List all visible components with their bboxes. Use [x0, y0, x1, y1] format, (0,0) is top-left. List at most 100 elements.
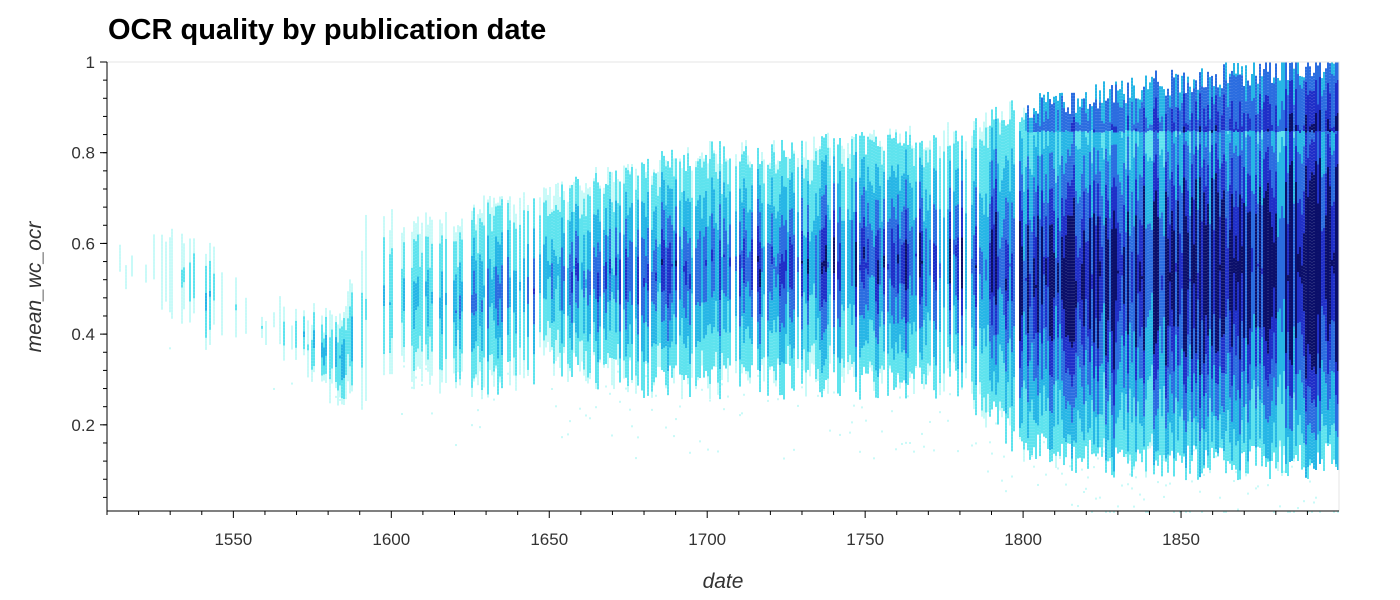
heatmap-cell — [477, 268, 479, 271]
heatmap-cell — [495, 267, 497, 270]
heatmap-cell — [389, 242, 391, 245]
heatmap-cell — [473, 307, 475, 310]
heatmap-cell — [413, 305, 415, 308]
heatmap-cell — [489, 355, 491, 358]
heatmap-cell — [383, 372, 385, 375]
heatmap-cell — [349, 330, 351, 333]
heatmap-cell — [403, 320, 405, 323]
heatmap-cell — [391, 209, 393, 212]
heatmap-cell — [455, 307, 457, 310]
heatmap-cell — [419, 291, 421, 294]
heatmap-cell — [461, 240, 463, 243]
heatmap-cell — [189, 290, 191, 293]
heatmap-cell — [439, 244, 441, 247]
heatmap-cell — [345, 396, 347, 399]
heatmap-cell — [181, 237, 183, 240]
heatmap-cell — [497, 239, 499, 242]
heatmap-cell — [415, 316, 417, 319]
heatmap-cell — [487, 257, 489, 260]
heatmap-cell — [499, 236, 501, 239]
heatmap-cell — [425, 353, 427, 356]
heatmap-cell — [501, 328, 503, 331]
heatmap-cell — [171, 280, 173, 283]
heatmap-cell — [457, 351, 459, 354]
heatmap-cell — [429, 289, 431, 292]
heatmap-cell — [323, 351, 325, 354]
heatmap-cell — [171, 304, 173, 307]
heatmap-cell — [487, 293, 489, 296]
heatmap-cell — [497, 344, 499, 347]
heatmap-cell — [403, 299, 405, 302]
heatmap-cell — [481, 315, 483, 318]
heatmap-cell — [321, 322, 323, 325]
heatmap-cell — [477, 316, 479, 319]
heatmap-cell — [411, 265, 413, 268]
heatmap-cell — [329, 367, 331, 370]
heatmap-cell — [391, 362, 393, 365]
heatmap-cell — [119, 245, 121, 248]
heatmap-cell — [453, 286, 455, 289]
heatmap-cell — [493, 348, 495, 351]
heatmap-cell — [481, 273, 483, 276]
heatmap-cell — [477, 328, 479, 331]
heatmap-cell — [439, 358, 441, 361]
heatmap-cell — [343, 348, 345, 351]
heatmap-cell — [415, 331, 417, 334]
heatmap-cell — [445, 230, 447, 233]
heatmap-cell — [365, 317, 367, 320]
heatmap-cell — [489, 217, 491, 220]
heatmap-cell — [389, 266, 391, 269]
heatmap-cell — [493, 318, 495, 321]
heatmap-cell — [477, 286, 479, 289]
heatmap-cell — [361, 296, 363, 299]
heatmap-cell — [479, 311, 481, 314]
heatmap-cell — [153, 261, 155, 264]
heatmap-cell — [235, 292, 237, 295]
heatmap-cell — [413, 356, 415, 359]
heatmap-cell — [361, 329, 363, 332]
heatmap-cell — [345, 318, 347, 321]
heatmap-cell — [169, 306, 171, 309]
heatmap-cell — [455, 244, 457, 247]
heatmap-cell — [343, 351, 345, 354]
heatmap-cell — [471, 286, 473, 289]
heatmap-cell — [495, 330, 497, 333]
heatmap-cell — [487, 233, 489, 236]
heatmap-cell — [431, 268, 433, 271]
heatmap-cell — [483, 264, 485, 267]
heatmap-cell — [477, 319, 479, 322]
heatmap-cell — [489, 283, 491, 286]
heatmap-cell — [439, 277, 441, 280]
heatmap-cell — [383, 333, 385, 336]
heatmap-cell — [499, 335, 501, 338]
heatmap-cell — [477, 334, 479, 337]
heatmap-cell — [325, 365, 327, 368]
heatmap-cell — [497, 218, 499, 221]
heatmap-cell — [415, 244, 417, 247]
heatmap-cell — [403, 356, 405, 359]
heatmap-cell — [193, 286, 195, 289]
heatmap-cell — [209, 342, 211, 345]
heatmap-cell — [441, 328, 443, 331]
heatmap-cell — [487, 314, 489, 317]
heatmap-cell — [413, 317, 415, 320]
heatmap-cell — [439, 382, 441, 385]
heatmap-cell — [351, 376, 353, 379]
heatmap-cell — [421, 259, 423, 262]
heatmap-cell — [295, 357, 297, 360]
heatmap-cell — [361, 278, 363, 281]
heatmap-cell — [471, 226, 473, 229]
heatmap-cell — [493, 312, 495, 315]
heatmap-cell — [347, 336, 349, 339]
heatmap-cell — [477, 280, 479, 283]
heatmap-cell — [483, 339, 485, 342]
heatmap-cell — [169, 291, 171, 294]
heatmap-cell — [493, 207, 495, 210]
heatmap-cell — [487, 227, 489, 230]
heatmap-cell — [459, 286, 461, 289]
heatmap-cell — [475, 344, 477, 347]
heatmap-cell — [421, 226, 423, 229]
heatmap-cell — [331, 372, 333, 375]
heatmap-cell — [221, 332, 223, 335]
